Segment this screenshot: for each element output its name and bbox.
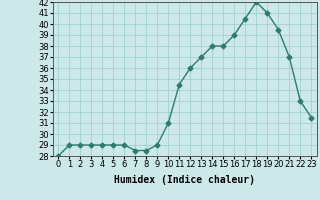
X-axis label: Humidex (Indice chaleur): Humidex (Indice chaleur) <box>114 175 255 185</box>
